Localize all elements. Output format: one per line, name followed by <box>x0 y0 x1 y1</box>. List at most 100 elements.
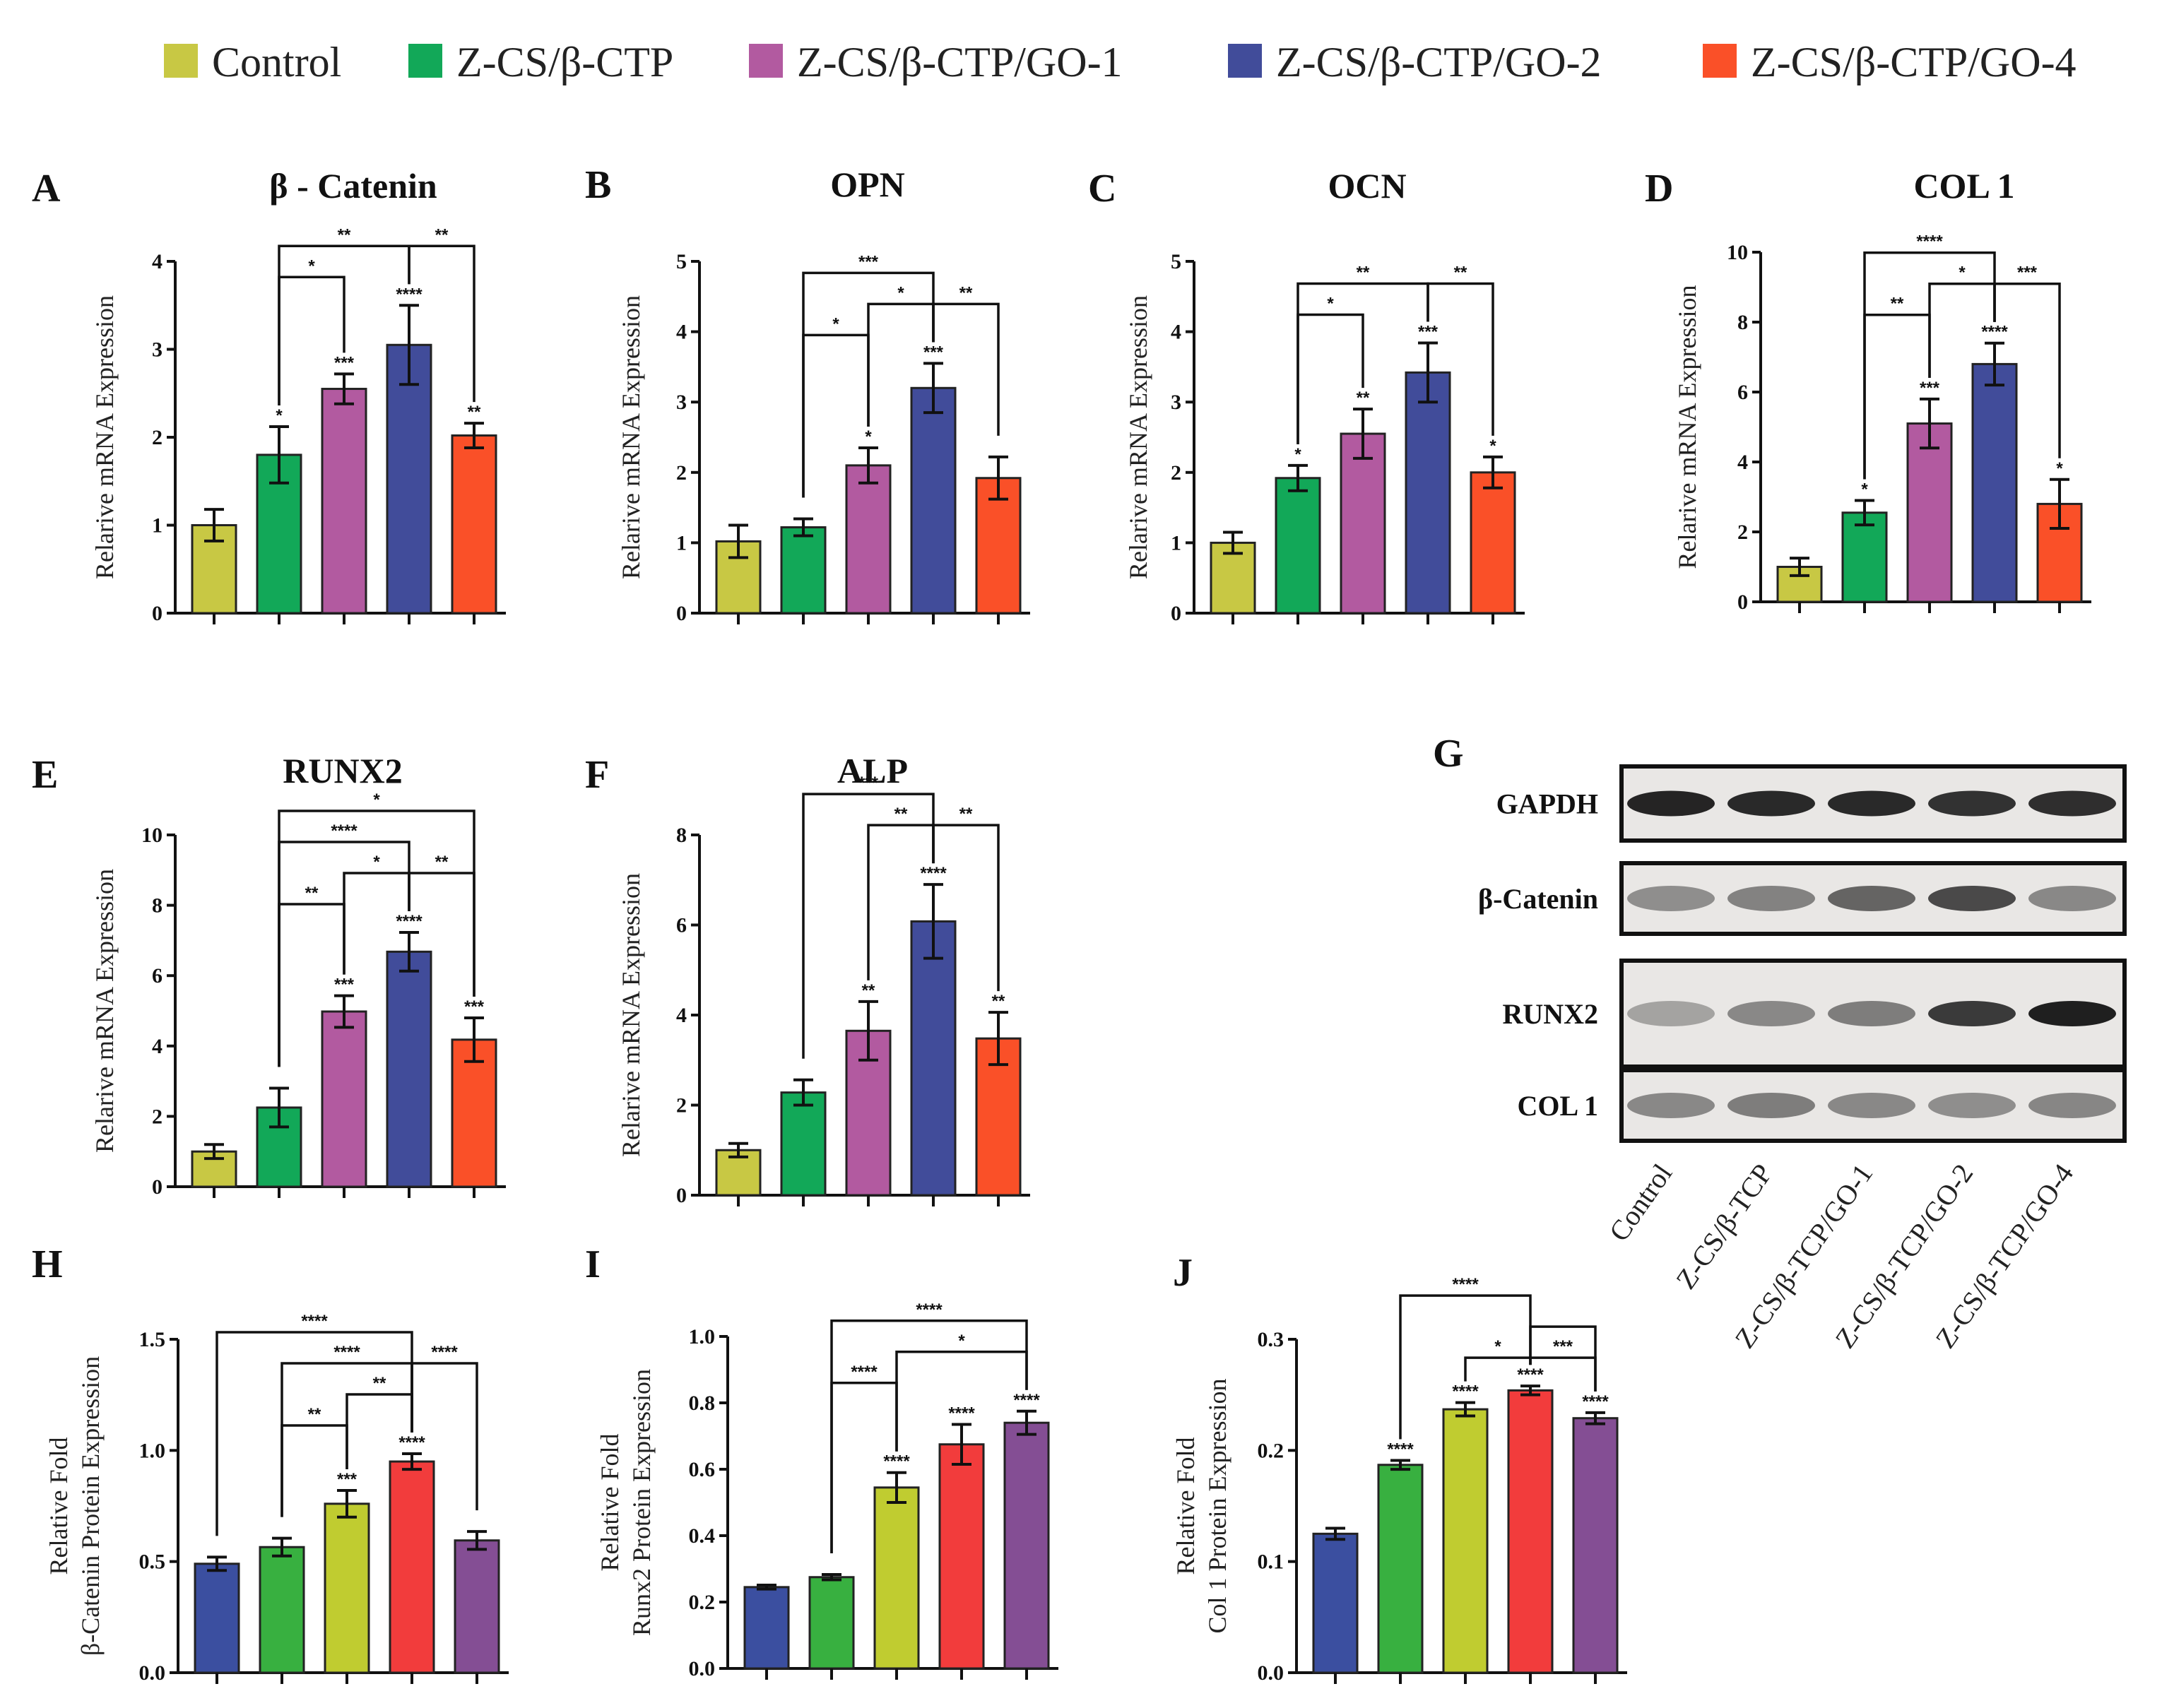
significance-bracket <box>1863 313 1931 480</box>
y-tick-label: 0.0 <box>139 1661 166 1685</box>
bar-4 <box>1405 371 1451 615</box>
significance-label: ** <box>468 403 481 422</box>
blot-band <box>1828 1001 1915 1026</box>
blot-band <box>1828 886 1915 911</box>
significance-bracket <box>1296 313 1364 444</box>
panel-letter: I <box>585 1243 601 1286</box>
legend: Control Z-CS/β-CTP Z-CS/β-CTP/GO-1 Z-CS/β-C… <box>164 39 2077 85</box>
y-axis-label: Relative Fold <box>45 1437 73 1575</box>
y-tick-label: 1.0 <box>139 1439 166 1462</box>
bracket-label: * <box>832 314 839 333</box>
legend-label: Z-CS/β-CTP/GO-4 <box>1751 39 2077 85</box>
y-axis-label: Runx2 Protein Expression <box>627 1369 656 1636</box>
y-tick-label: 1 <box>152 514 163 538</box>
y-tick-label: 8 <box>1737 311 1748 334</box>
bracket-label: **** <box>1452 1275 1479 1294</box>
y-tick-label: 0 <box>152 602 163 625</box>
y-tick-label: 0.4 <box>689 1524 716 1548</box>
significance-label: * <box>865 427 872 446</box>
y-tick-label: 1 <box>676 531 687 554</box>
panel-letter: E <box>32 753 58 797</box>
legend-label: Control <box>212 39 341 85</box>
blot-protein-label: RUNX2 <box>1502 998 1598 1030</box>
significance-bracket <box>1993 282 2061 458</box>
bar-5 <box>1470 471 1516 615</box>
significance-label: **** <box>1013 1391 1040 1410</box>
y-tick-label: 10 <box>1727 241 1748 264</box>
blot-protein-label: COL 1 <box>1518 1090 1598 1122</box>
western-blot-panel: G GAPDH β-Catenin RUNX2 COL 1 ControlZ-CS/β-T… <box>1433 732 2127 1354</box>
blot-band <box>1928 886 2016 911</box>
significance-label: * <box>2056 459 2063 478</box>
y-tick-label: 0.0 <box>689 1657 716 1680</box>
y-axis-label: Relarive mRNA Expression <box>1673 285 1701 569</box>
bracket-label: ** <box>1357 263 1370 283</box>
bracket-label: * <box>1494 1337 1501 1356</box>
blot-band <box>1727 1001 1815 1026</box>
y-tick-label: 3 <box>676 391 687 414</box>
bracket-label: * <box>1959 263 1966 283</box>
blot-band <box>1928 1093 2016 1118</box>
bar-5 <box>1572 1417 1619 1674</box>
bar-3 <box>845 464 892 615</box>
blot-band <box>1727 1093 1815 1118</box>
bar-4 <box>386 950 432 1188</box>
bar-2 <box>1275 477 1321 615</box>
chart-panel-H: H Relative Fold β-Catenin Protein Expressi… <box>32 1243 509 1685</box>
y-tick-label: 6 <box>1737 381 1748 404</box>
bracket-label: **** <box>301 1312 328 1331</box>
blot-band <box>2028 790 2116 817</box>
bar-2 <box>780 526 827 615</box>
y-tick-label: 2 <box>676 461 687 485</box>
significance-label: **** <box>1981 323 2008 342</box>
significance-label: ** <box>1357 389 1370 408</box>
y-tick-label: 0 <box>676 602 687 625</box>
significance-bracket <box>932 302 1000 436</box>
bracket-label: ** <box>959 805 973 824</box>
bar-4 <box>386 343 432 615</box>
y-tick-label: 4 <box>1737 451 1748 474</box>
bracket-label: **** <box>331 822 358 841</box>
y-tick-label: 1.5 <box>139 1328 166 1351</box>
significance-label: **** <box>883 1452 910 1471</box>
y-axis-label: Relarive mRNA Expression <box>617 873 645 1157</box>
y-tick-label: 2 <box>1737 521 1748 544</box>
bar-2 <box>1841 511 1888 603</box>
y-tick-label: 10 <box>141 824 163 847</box>
bracket-label: ** <box>1891 295 1904 314</box>
significance-bracket <box>408 872 475 997</box>
legend-label: Z-CS/β-CTP <box>456 39 673 85</box>
significance-label: **** <box>396 285 423 304</box>
significance-bracket <box>1426 282 1494 436</box>
bracket-label: **** <box>333 1343 360 1362</box>
significance-label: **** <box>398 1433 425 1452</box>
significance-bracket <box>830 1319 1028 1553</box>
significance-label: *** <box>334 975 355 995</box>
bracket-label: * <box>373 853 380 872</box>
significance-label: **** <box>1452 1382 1479 1401</box>
panel-letter: A <box>32 167 61 210</box>
legend-swatch <box>408 44 442 78</box>
chart-title: β - Catenin <box>269 166 437 206</box>
significance-label: ** <box>992 992 1005 1011</box>
legend-swatch <box>164 44 198 78</box>
blot-band <box>1828 790 1915 817</box>
bar-5 <box>454 1539 500 1674</box>
significance-label: **** <box>1387 1440 1414 1459</box>
bar-3 <box>1442 1408 1489 1674</box>
blot-band <box>2028 1093 2116 1118</box>
bar-4 <box>1507 1389 1554 1674</box>
bracket-label: *** <box>1553 1337 1573 1356</box>
significance-label: *** <box>923 343 944 362</box>
chart-title: COL 1 <box>1913 166 2014 206</box>
significance-label: * <box>276 406 283 425</box>
blot-group-label: Z-CS/β-TCP <box>1670 1158 1778 1295</box>
bar-3 <box>321 1010 367 1188</box>
y-tick-label: 2 <box>152 426 163 449</box>
y-tick-label: 6 <box>152 964 163 988</box>
panel-letter: F <box>585 753 609 797</box>
panel-letter: J <box>1173 1251 1193 1295</box>
y-tick-label: 4 <box>152 1035 163 1058</box>
bar-1 <box>1312 1532 1359 1674</box>
